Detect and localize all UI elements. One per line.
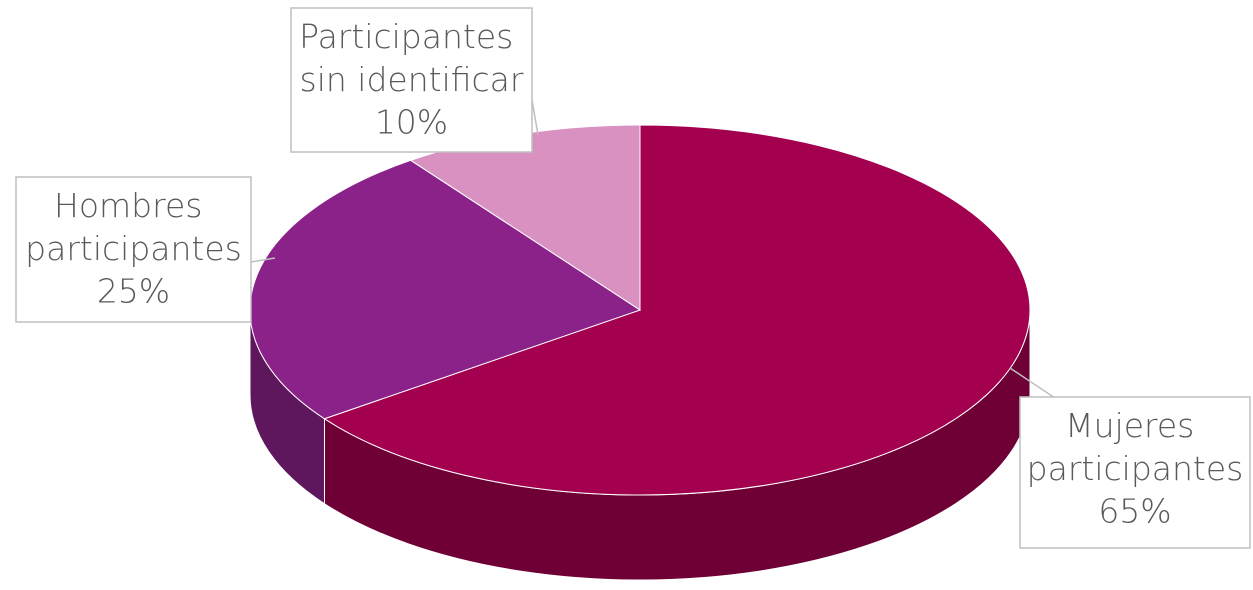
leader-line <box>1009 367 1059 401</box>
slice <box>323 124 1031 496</box>
value-label: 65% <box>1098 492 1171 531</box>
value-label: 10% <box>375 103 448 142</box>
leader-line <box>531 99 539 136</box>
label-box <box>1019 396 1251 549</box>
slice-label: Mujeres participantes <box>1027 406 1244 488</box>
slice-label: Participantes sin identificar <box>299 17 524 99</box>
label-box <box>290 7 533 153</box>
leader-line <box>250 257 276 263</box>
slice <box>249 159 642 420</box>
value-label: 25% <box>97 272 170 311</box>
slice-label: Hombres participantes <box>25 186 242 268</box>
label-box <box>15 176 252 323</box>
